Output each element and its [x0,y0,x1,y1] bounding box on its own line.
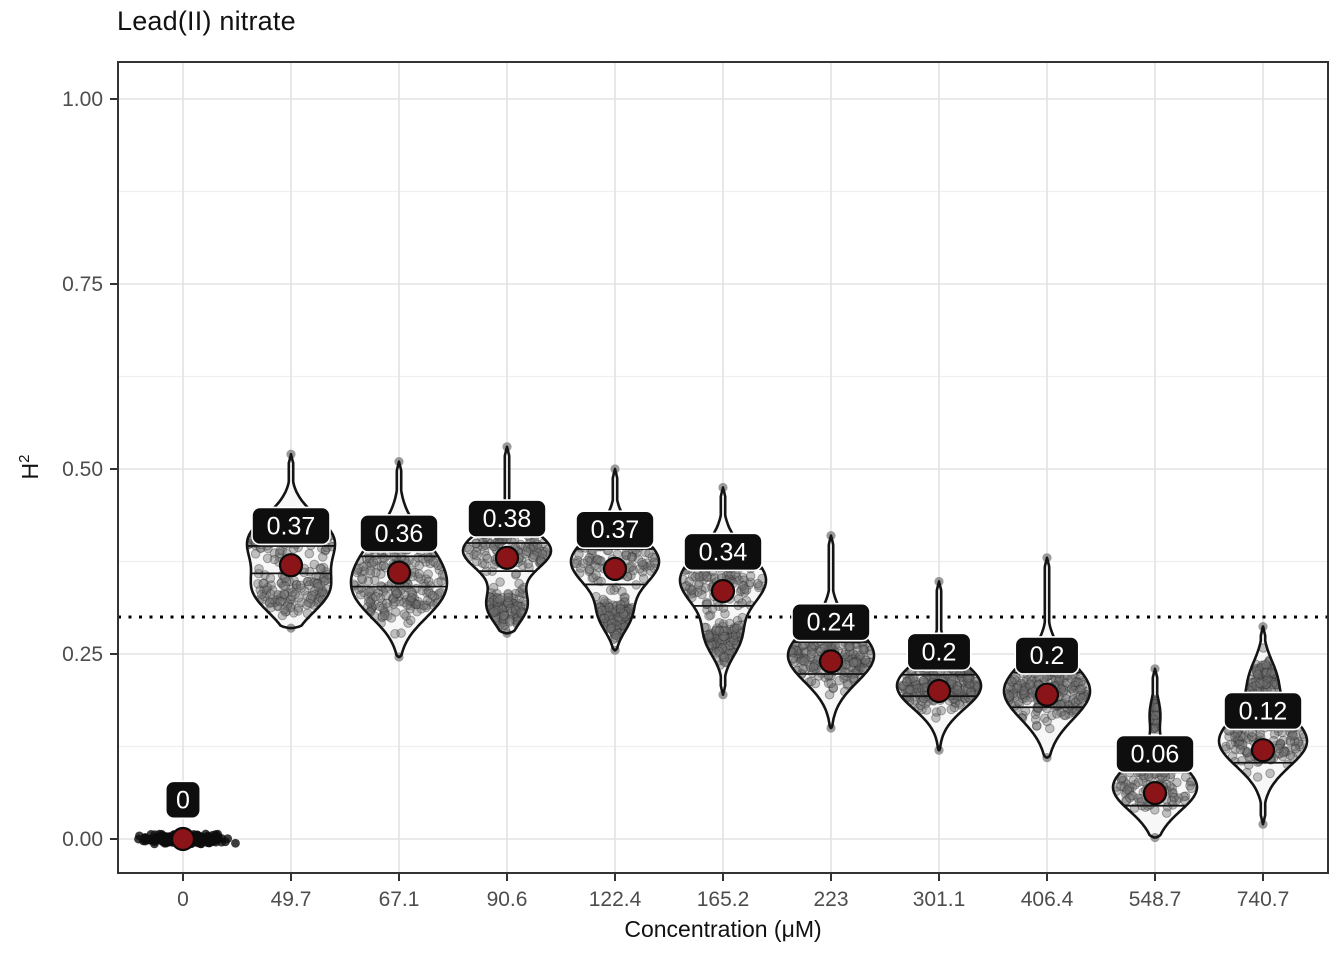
median-label-box [359,514,439,553]
x-tick-label: 301.1 [913,888,966,911]
x-tick-label: 406.4 [1021,888,1074,911]
median-point [1034,682,1060,707]
median-point [818,649,844,674]
median-point [1250,738,1276,763]
median-label-223: 0.24 [791,602,871,642]
median-label-406.4: 0.2 [1014,636,1080,675]
violin-body [463,446,551,634]
median-label-text: 0.34 [699,538,748,566]
y-tick-label: 0.25 [62,643,103,666]
violin-group-122.4 [569,464,661,655]
median-label-text: 0.37 [267,512,316,540]
violin-outline [786,534,876,730]
median-label-box [791,602,871,642]
median-point [926,678,952,704]
median-label-box [467,499,547,538]
y-axis-title-base: H [16,462,43,480]
median-label-box [683,532,763,572]
median-point [494,545,520,570]
median-label-740.7: 0.12 [1223,691,1303,731]
median-label-box [251,506,331,546]
y-tick-label: 0.50 [62,458,103,481]
x-tick-label: 740.7 [1237,888,1290,911]
x-axis-title: Concentration (μM) [624,916,822,942]
y-tick-label: 0.00 [62,828,103,851]
violin-group-0 [134,826,240,852]
median-label-49.7: 0.37 [251,506,331,546]
violin-group-67.1 [349,457,449,662]
median-label-text: 0.06 [1131,740,1180,768]
violin-outline [1217,625,1309,826]
median-label-67.1: 0.36 [359,514,439,553]
median-point [1142,781,1168,806]
median-label-text: 0.38 [483,505,532,533]
median-label-box [575,510,655,549]
median-point [386,560,412,585]
y-axis-title-superscript: 2 [16,454,34,463]
x-tick-label: 0 [177,888,189,911]
x-tick-label: 49.7 [271,888,312,911]
median-label-301.1: 0.2 [906,632,972,672]
y-tick-label: 1.00 [62,88,103,111]
x-tick-label: 165.2 [697,888,750,911]
median-point [278,553,304,578]
violin-group-90.6 [461,442,553,638]
median-label-text: 0.2 [922,638,957,666]
x-tick-label: 223 [813,888,848,911]
violin-outline [1002,556,1092,759]
median-label-box [1014,636,1080,675]
median-point [710,578,736,604]
median-point [602,556,628,582]
median-label-text: 0 [176,786,190,814]
violin-group-165.2 [678,482,768,700]
x-tick-label: 90.6 [487,888,528,911]
median-label-122.4: 0.37 [575,510,655,549]
x-tick-label: 548.7 [1129,888,1182,911]
violin-body [351,461,447,657]
median-point [170,826,196,852]
median-label-548.7: 0.06 [1115,734,1195,774]
violin-outline [1111,667,1199,839]
median-label-text: 0.24 [807,609,856,637]
median-label-box [1115,734,1195,774]
x-tick-label: 122.4 [589,888,642,911]
median-label-text: 0.37 [591,516,640,544]
median-label-box [164,780,202,820]
y-tick-label: 0.75 [62,273,103,296]
median-label-text: 0.36 [375,520,424,548]
y-axis-title: H2 [16,455,44,480]
median-label-text: 0.12 [1239,697,1288,725]
median-label-165.2: 0.34 [683,532,763,572]
x-tick-label: 67.1 [379,888,420,911]
median-label-0: 0 [164,780,202,820]
median-label-box [906,632,972,672]
axes: 0.00 0.25 0.50 0.75 1.00 0 49.7 67.1 90.6 122.4 16… [62,88,1289,911]
plot-title: Lead(II) nitrate [117,6,296,36]
median-label-text: 0.2 [1030,642,1065,670]
jitter-points [680,541,766,670]
median-label-box [1223,691,1303,731]
median-label-90.6: 0.38 [467,499,547,538]
